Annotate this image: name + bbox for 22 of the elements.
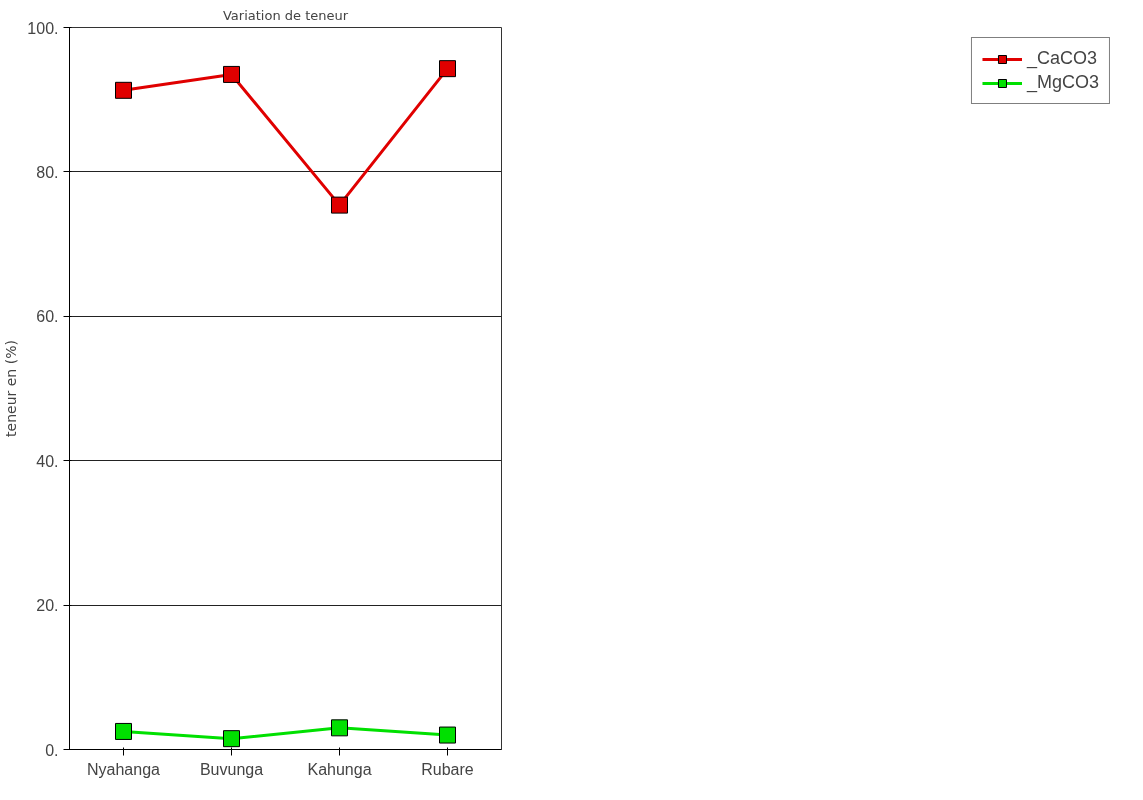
x-tick-label: Rubare <box>421 760 474 778</box>
y-tick-label: 80. <box>36 163 59 181</box>
point <box>115 81 132 99</box>
point <box>439 726 456 744</box>
y-tick-label: 40. <box>36 452 59 470</box>
point <box>223 730 240 748</box>
y-tick-label: 60. <box>36 308 59 326</box>
legend-label: _MgCO3 <box>1026 72 1099 93</box>
point <box>331 196 348 214</box>
chart-title: Variation de teneur <box>222 7 349 23</box>
y-axis-title: teneur en (%) <box>3 340 20 437</box>
point <box>223 65 240 83</box>
y-tick-label: 100. <box>27 19 59 37</box>
x-tick-label: Buvunga <box>199 760 264 778</box>
y-tick-label: 0. <box>45 741 59 759</box>
legend-label: _CaCO3 <box>1026 48 1097 69</box>
point <box>115 722 132 740</box>
x-tick-label: Nyahanga <box>87 760 161 778</box>
point <box>439 60 456 78</box>
x-tick-label: Kahunga <box>307 760 372 778</box>
point <box>331 719 348 737</box>
y-tick-label: 20. <box>36 597 59 615</box>
